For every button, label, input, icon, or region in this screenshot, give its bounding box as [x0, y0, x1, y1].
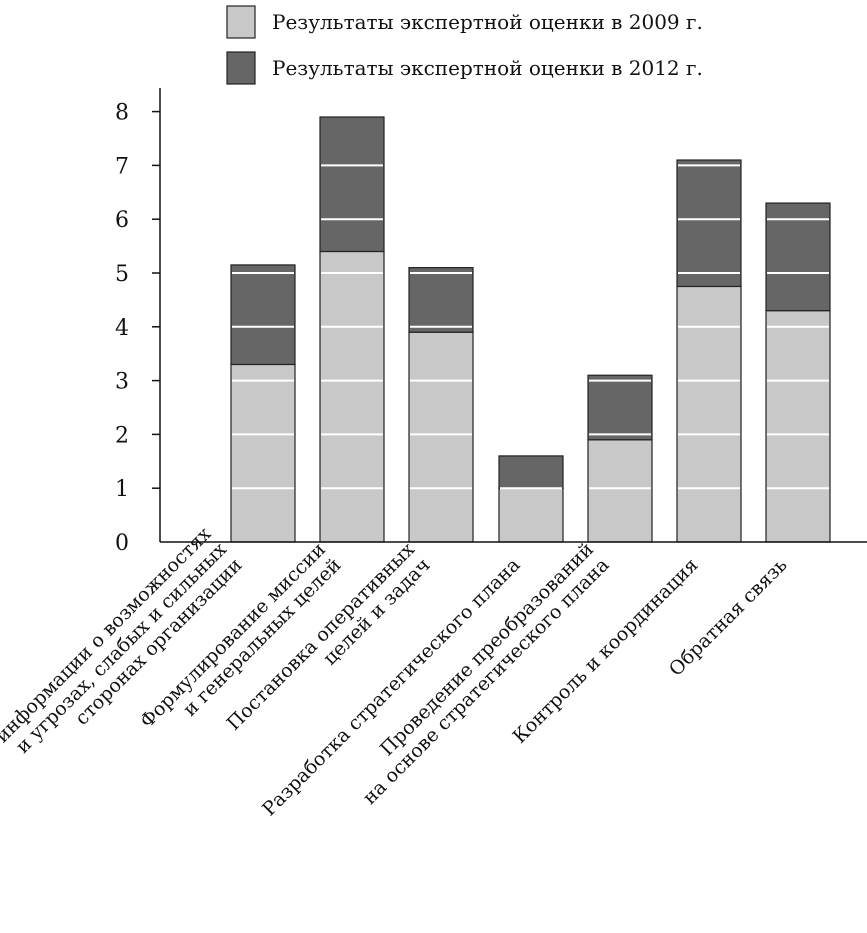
y-tick-label-3: 3	[115, 370, 129, 395]
y-tick-label-7: 7	[115, 154, 129, 179]
legend-label-1: Результаты экспертной оценки в 2009 г.	[272, 10, 703, 34]
x-category-labels: Анализ информации о возможностяхи угроза…	[0, 523, 792, 821]
legend-label-2: Результаты экспертной оценки в 2012 г.	[272, 56, 703, 80]
bar-series2-cat7	[765, 202, 831, 312]
bar-series2-cat3	[408, 267, 474, 333]
y-tick-label-2: 2	[115, 423, 129, 448]
y-tick-label-6: 6	[115, 208, 129, 233]
legend: Результаты экспертной оценки в 2009 г. Ре…	[226, 5, 703, 85]
bar-series2-cat6	[676, 159, 742, 288]
y-tick-label-8: 8	[115, 101, 129, 126]
bar-series2-cat1	[230, 264, 296, 366]
axes	[152, 88, 867, 543]
bar-series2-cat4	[498, 455, 564, 489]
bars	[230, 116, 831, 543]
bar-series1-cat2	[319, 250, 385, 543]
legend-swatch-2	[226, 51, 256, 85]
y-tick-label-5: 5	[115, 262, 129, 287]
y-tick-label-0: 0	[115, 531, 129, 556]
bar-series1-cat5	[587, 439, 653, 543]
legend-swatch-1	[226, 5, 256, 39]
bar-series1-cat4	[498, 487, 564, 543]
bar-series1-cat6	[676, 285, 742, 543]
bar-series2-cat5	[587, 374, 653, 441]
bar-series2-cat2	[319, 116, 385, 253]
gridlines	[232, 164, 829, 490]
x-category-label-1-line-2: и угрозах, слабых и сильных	[12, 538, 232, 758]
y-tick-label-4: 4	[115, 316, 129, 341]
bar-series1-cat1	[230, 363, 296, 543]
bar-series1-cat3	[408, 331, 474, 543]
bar-series1-cat7	[765, 310, 831, 543]
y-tick-labels: 0 1 2 3 4 5 6 7 8	[115, 101, 129, 556]
y-tick-label-1: 1	[115, 477, 129, 502]
